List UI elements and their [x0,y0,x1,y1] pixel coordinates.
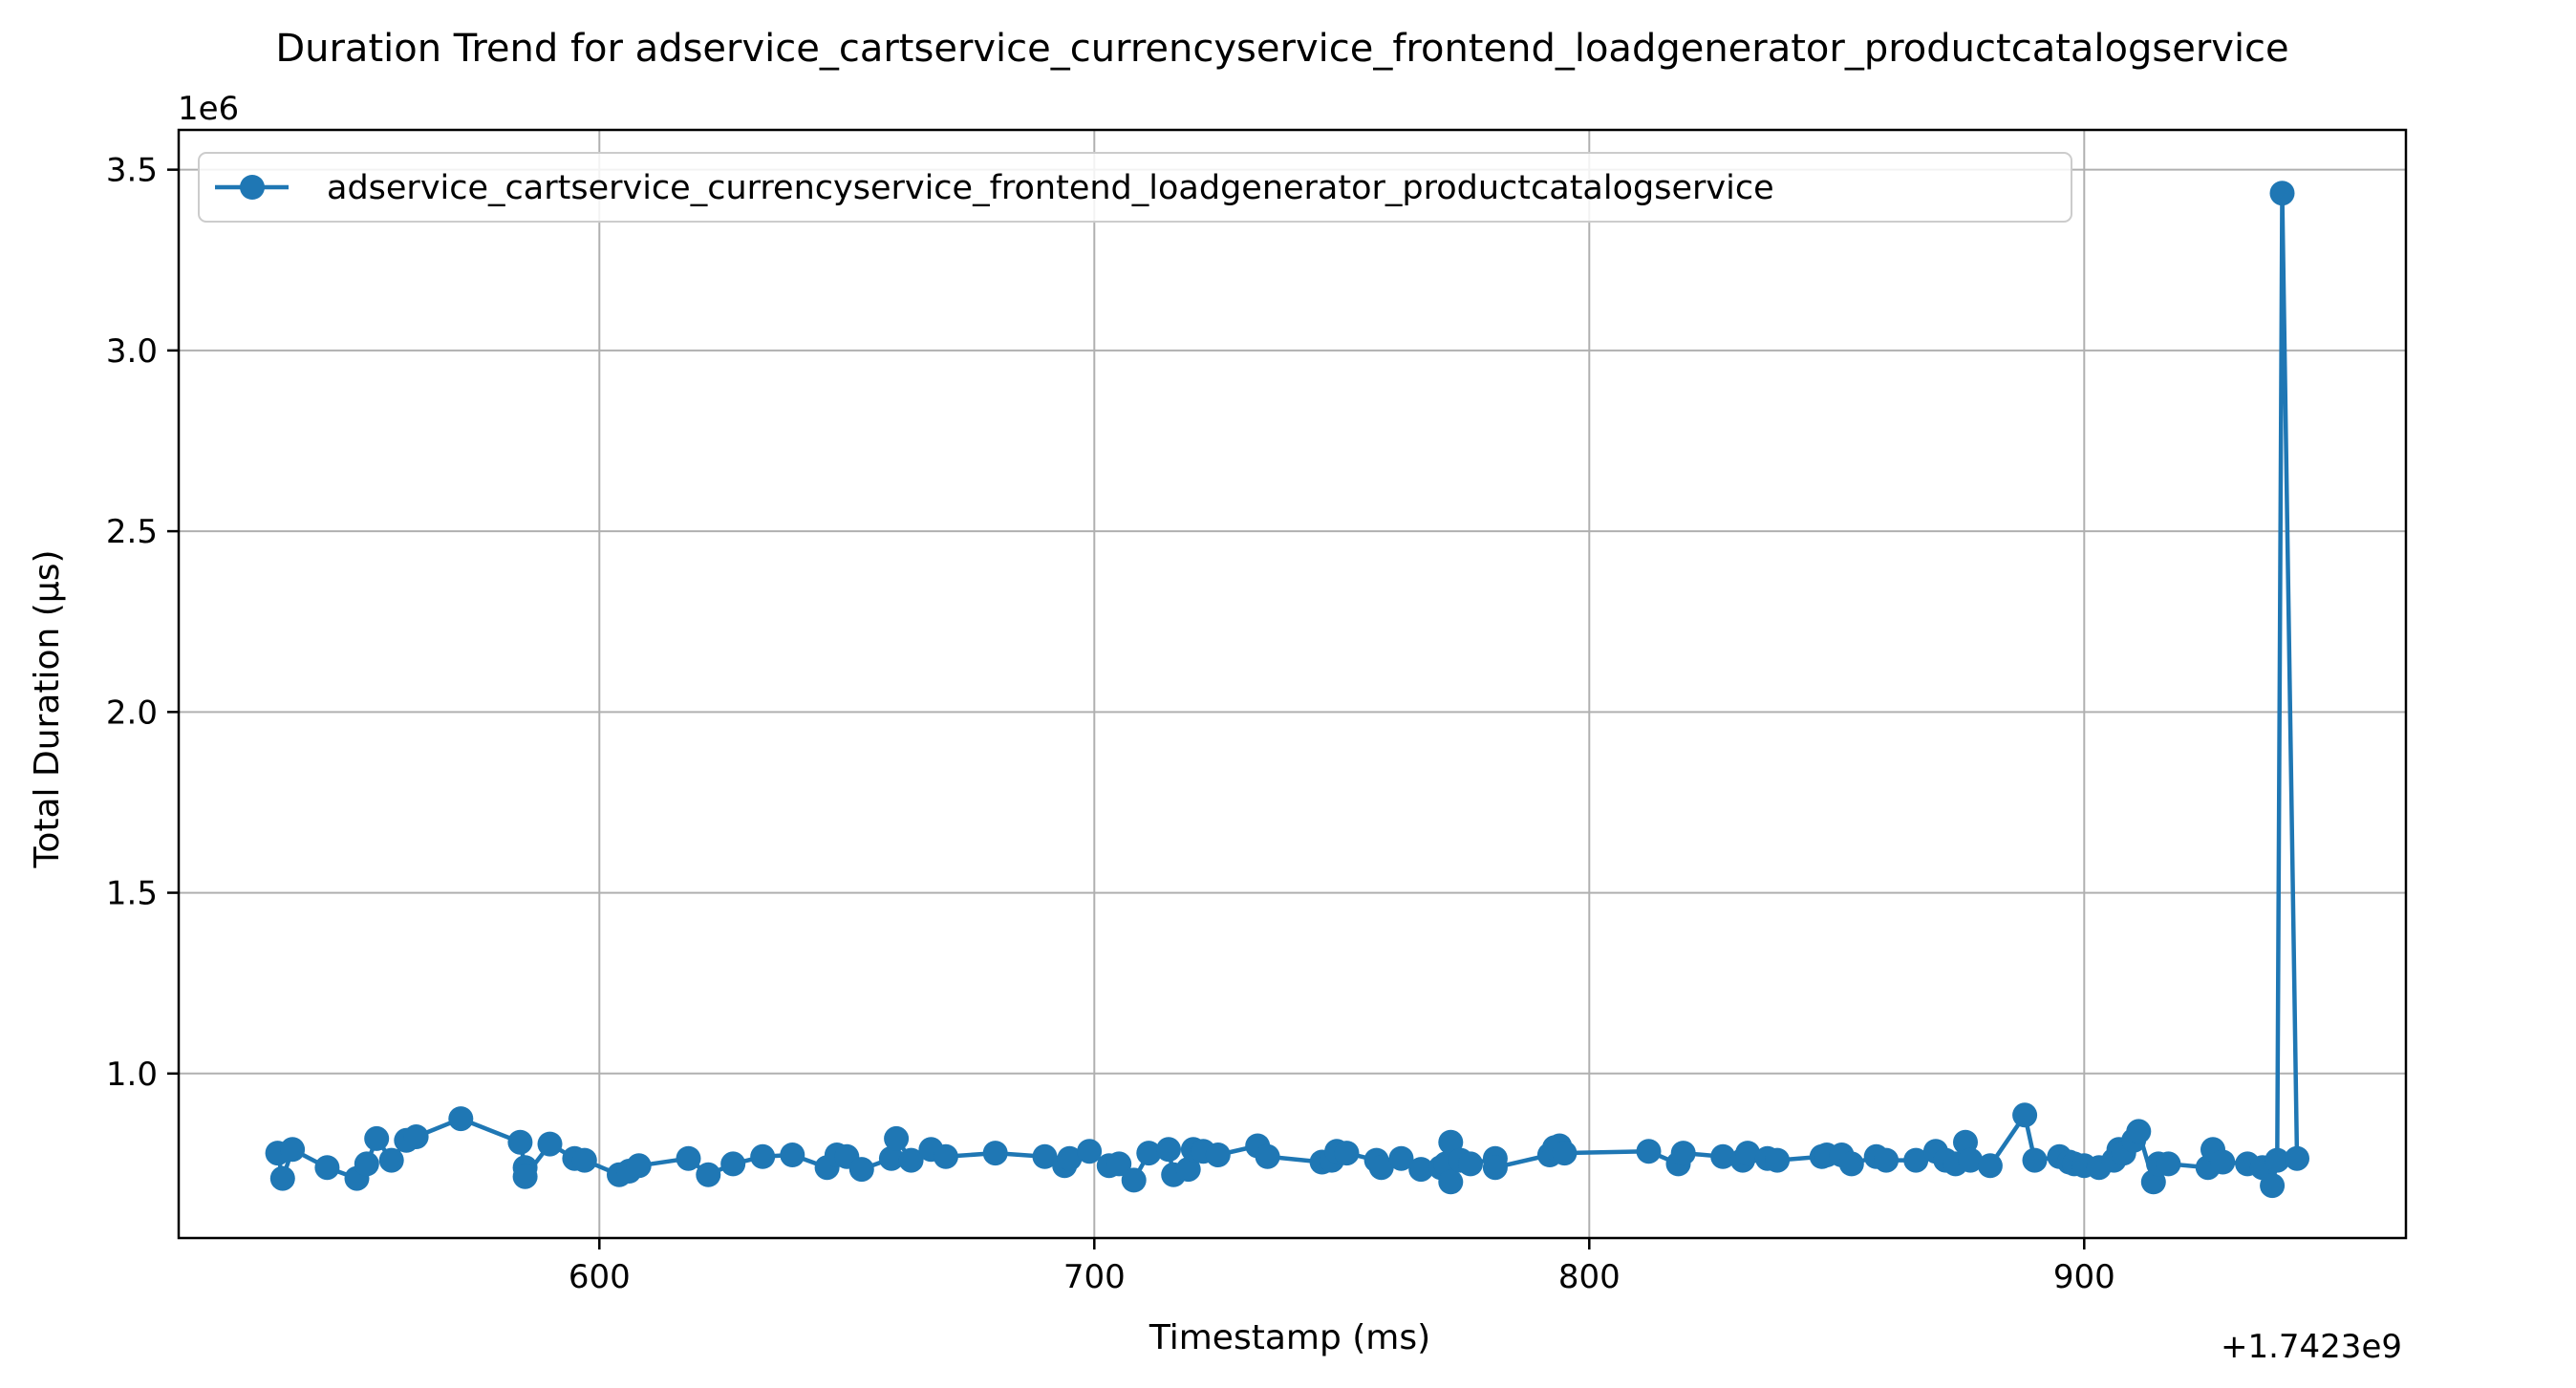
data-point [1438,1169,1464,1195]
data-point [1136,1141,1162,1166]
data-point [1735,1141,1761,1166]
y-tick-label: 2.5 [106,513,158,551]
y-scale-label: 1e6 [178,90,239,128]
data-point [571,1147,597,1173]
data-point [1958,1147,1984,1173]
data-point [1368,1155,1394,1181]
legend: adservice_cartservice_currencyservice_fr… [198,152,2072,223]
data-point [1255,1143,1280,1169]
data-point [1077,1139,1103,1164]
data-point [1408,1157,1434,1183]
data-point [626,1153,652,1179]
data-point [403,1124,429,1149]
data-point [1552,1141,1578,1166]
data-point [884,1125,910,1151]
y-tick-label: 2.0 [106,694,158,732]
data-point [2269,181,2295,206]
data-point [1977,1153,2003,1179]
data-point [2285,1145,2309,1171]
x-tick-label: 700 [1063,1258,1126,1296]
data-point [378,1147,404,1173]
data-point [2012,1102,2038,1128]
data-point [364,1125,390,1151]
series-adservice [265,181,2309,1199]
x-tick-label: 900 [2053,1258,2115,1296]
data-point [982,1141,1008,1166]
data-point [780,1142,805,1167]
data-point [280,1137,306,1163]
series-points [265,181,2309,1199]
data-point [507,1129,533,1155]
legend-entry-label: adservice_cartservice_currencyservice_fr… [327,169,1774,207]
data-point [933,1143,958,1169]
data-point [898,1147,924,1173]
y-tick-label: 1.0 [106,1056,158,1094]
data-point [2260,1173,2286,1199]
data-point [354,1151,379,1177]
y-tick-label: 3.0 [106,332,158,371]
data-point [314,1155,340,1181]
data-point [750,1143,776,1169]
data-point [1032,1143,1058,1169]
y-axis-ticks: 1.0 1.5 2.0 2.5 3.0 3.5 [106,152,179,1094]
data-point [1121,1167,1147,1193]
data-point [720,1151,746,1177]
data-point [448,1106,474,1132]
plot-frame [177,128,2408,1240]
data-point [1205,1142,1231,1167]
data-point [1057,1145,1083,1171]
legend-marker-swatch [240,175,265,200]
x-offset-label: +1.7423e9 [2221,1328,2402,1366]
data-point [1175,1157,1201,1183]
data-point [1156,1137,1181,1163]
data-point [696,1162,721,1187]
x-axis-ticks: 600 700 800 900 [569,1238,2115,1296]
data-point [1388,1145,1414,1171]
data-point [1903,1147,1929,1173]
data-point [878,1145,904,1171]
data-point [537,1131,563,1157]
x-axis-label: Timestamp (ms) [1148,1318,1430,1357]
data-point [1874,1147,1900,1173]
data-point [1106,1151,1132,1177]
y-tick-label: 1.5 [106,875,158,913]
data-point [2156,1151,2181,1177]
x-tick-label: 600 [569,1258,631,1296]
data-point [1710,1143,1736,1169]
data-point [269,1165,295,1191]
data-point [512,1164,538,1189]
data-point [1482,1155,1508,1181]
data-point [1765,1147,1791,1173]
data-point [2022,1147,2048,1173]
data-point [2265,1147,2290,1173]
y-axis-label: Total Duration (µs) [28,549,67,868]
data-point [1636,1139,1662,1164]
data-point [676,1145,701,1171]
x-tick-label: 800 [1558,1258,1621,1296]
data-point [2210,1149,2236,1175]
legend-box [198,152,2072,223]
y-tick-label: 3.5 [106,152,158,190]
chart-title: Duration Trend for adservice_cartservice… [275,27,2288,71]
data-point [1670,1141,1696,1166]
data-point [1334,1141,1360,1166]
data-point [1458,1151,1483,1177]
data-point [848,1157,874,1183]
data-point [2126,1119,2152,1144]
data-point [1838,1151,1864,1177]
